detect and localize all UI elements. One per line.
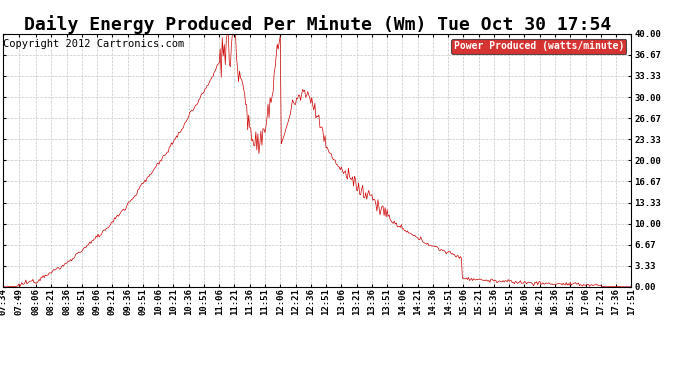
Title: Daily Energy Produced Per Minute (Wm) Tue Oct 30 17:54: Daily Energy Produced Per Minute (Wm) Tu…: [23, 15, 611, 34]
Legend: Power Produced (watts/minute): Power Produced (watts/minute): [451, 39, 627, 54]
Text: Copyright 2012 Cartronics.com: Copyright 2012 Cartronics.com: [3, 39, 185, 50]
